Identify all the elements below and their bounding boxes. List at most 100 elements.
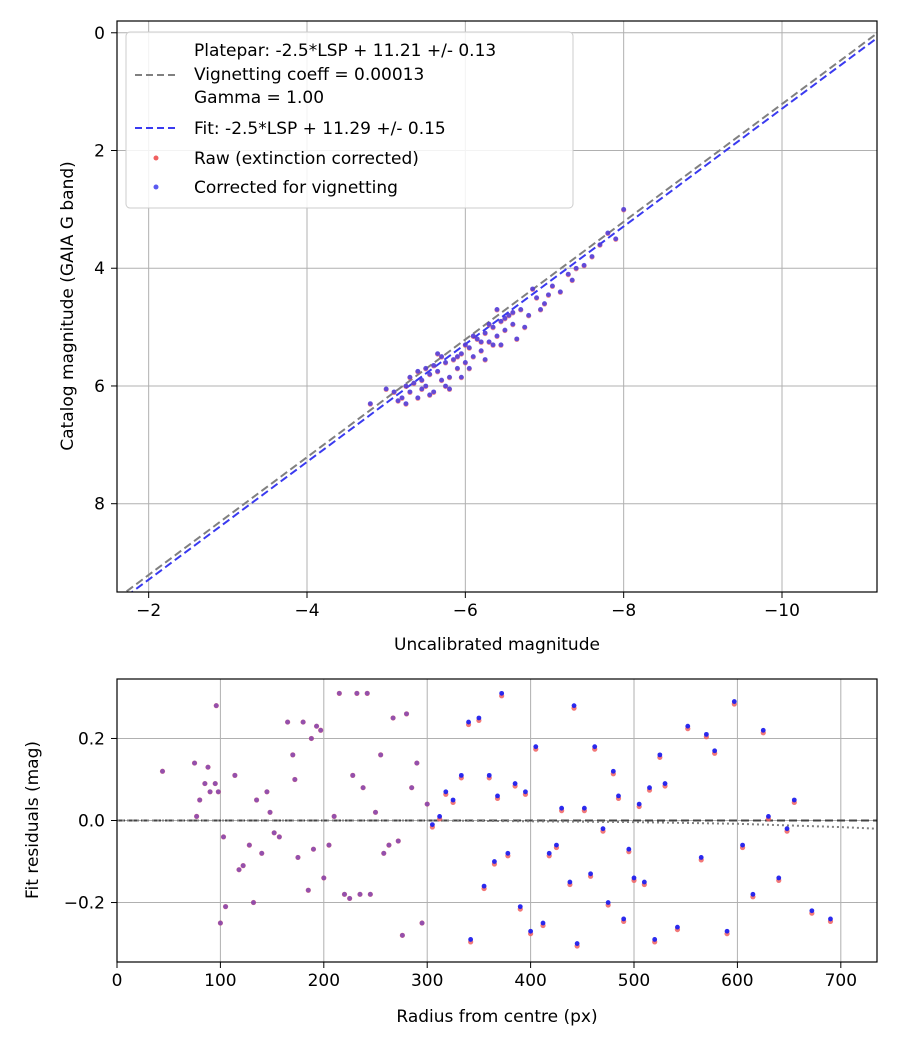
corrected-point (510, 309, 516, 315)
corrected-point (391, 389, 397, 395)
raw-residual-point (253, 797, 260, 803)
top-y-tick-label: 8 (94, 495, 105, 515)
top-x-tick-label: −8 (611, 601, 636, 621)
corrected-residual-point (495, 793, 500, 799)
corrected-residual-point (616, 793, 621, 799)
raw-residual-point (360, 785, 366, 791)
corrected-residual-point (588, 871, 593, 877)
top-x-tick-label: −10 (764, 601, 800, 621)
raw-residual-point (215, 789, 221, 795)
raw-residual-point (336, 690, 342, 696)
corrected-residual-point (760, 727, 766, 733)
corrected-point (506, 312, 512, 318)
legend-gamma-label: Gamma = 1.00 (194, 88, 324, 108)
bottom-y-tick-label: 0.0 (78, 812, 105, 832)
corrected-residual-point (424, 801, 430, 807)
corrected-residual-point (378, 752, 384, 758)
raw-residual-point (246, 842, 252, 848)
raw-residual-point (395, 838, 401, 844)
corrected-residual-point (336, 690, 342, 696)
corrected-residual-point (357, 891, 363, 897)
corrected-point (427, 392, 433, 398)
corrected-point (589, 254, 595, 259)
corrected-residual-point (386, 842, 392, 848)
bottom-x-tick-label: 600 (721, 971, 753, 991)
corrected-point (514, 336, 520, 342)
corrected-point (466, 365, 472, 371)
corrected-point (403, 383, 409, 389)
raw-residual-point (202, 780, 208, 787)
corrected-residual-point (259, 850, 265, 856)
corrected-residual-point (246, 842, 252, 848)
raw-residual-point (414, 760, 420, 766)
corrected-residual-point (468, 937, 474, 942)
corrected-residual-point (571, 703, 577, 709)
raw-residual-point (326, 842, 332, 848)
corrected-point (478, 339, 484, 345)
corrected-point (411, 380, 417, 386)
corrected-residual-point (652, 937, 658, 942)
corrected-point (427, 371, 433, 377)
raw-residual-point (194, 813, 200, 819)
corrected-point (557, 289, 563, 295)
corrected-point (478, 348, 484, 354)
corrected-residual-point (657, 752, 663, 758)
corrected-residual-point (390, 715, 396, 721)
raw-residual-point (300, 719, 306, 725)
corrected-point (542, 301, 547, 306)
bottom-x-tick-label: 400 (514, 971, 546, 991)
top-axis-ticks: −2 −4 −6 −8 −10 0 2 4 6 8 (94, 24, 800, 621)
raw-residual-point (205, 764, 211, 770)
corrected-residual-point (731, 699, 737, 704)
corrected-residual-point (429, 822, 435, 828)
corrected-point (474, 336, 480, 342)
corrected-residual-point (342, 891, 347, 897)
corrected-residual-point (559, 805, 565, 811)
corrected-residual-point (271, 830, 277, 836)
bottom-x-tick-label: 100 (204, 971, 236, 991)
top-fit-line (130, 37, 877, 592)
raw-residual-point (419, 920, 425, 926)
corrected-point (534, 295, 539, 301)
corrected-point (494, 307, 500, 312)
corrected-residual-point (264, 789, 270, 795)
corrected-residual-point (809, 908, 815, 914)
top-x-tick-label: −4 (294, 601, 319, 621)
corrected-residual-point (443, 789, 449, 795)
corrected-residual-point (750, 891, 756, 897)
corrected-point (502, 315, 508, 321)
corrected-residual-point (160, 768, 165, 774)
corrected-point (431, 362, 437, 368)
corrected-residual-point (292, 777, 298, 782)
raw-residual-point (357, 891, 363, 897)
bottom-x-tick-label: 300 (411, 971, 443, 991)
raw-residual-point (250, 899, 257, 906)
corrected-point (538, 307, 543, 312)
top-x-axis-label: Uncalibrated magnitude (394, 635, 600, 655)
raw-residual-point (213, 703, 219, 709)
corrected-residual-point (486, 772, 492, 778)
corrected-point (613, 236, 619, 242)
raw-residual-point (308, 735, 314, 742)
raw-residual-point (386, 842, 392, 848)
corrected-residual-point (221, 834, 226, 840)
corrected-point (419, 386, 425, 392)
corrected-residual-point (202, 781, 208, 786)
corrected-point (383, 386, 389, 392)
raw-residual-point (212, 780, 218, 787)
corrected-point (447, 374, 452, 380)
corrected-point (407, 389, 413, 395)
bottom-reference-lines (117, 819, 878, 830)
corrected-point (573, 265, 579, 271)
corrected-residual-point (698, 855, 704, 860)
raw-residual-point (367, 891, 373, 897)
corrected-residual-point (212, 781, 218, 786)
raw-residual-point (347, 895, 353, 902)
raw-residual-point (271, 830, 277, 836)
bottom-x-tick-label: 700 (825, 971, 857, 991)
corrected-residual-point (254, 797, 259, 803)
corrected-point (498, 318, 504, 324)
corrected-point (462, 360, 468, 365)
corrected-point (502, 327, 508, 333)
